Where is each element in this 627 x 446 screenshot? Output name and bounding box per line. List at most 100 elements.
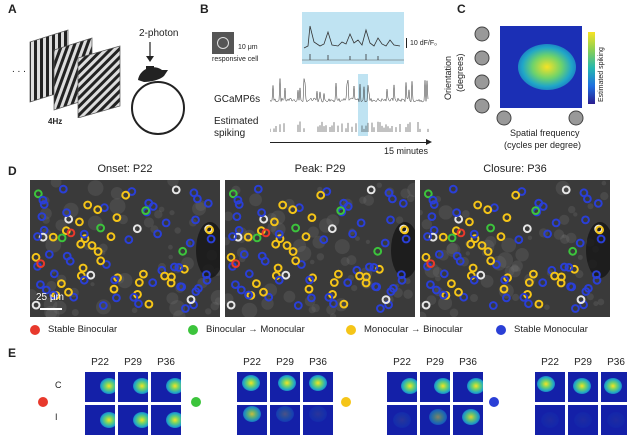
heatmap-hotspot (100, 377, 115, 394)
heatmap-hotspot (309, 406, 327, 422)
zoom-trace (302, 25, 404, 61)
heatmap-hotspot (243, 406, 261, 422)
spiking-label-1: Estimated (214, 116, 259, 127)
panel-e-letter: E (8, 346, 17, 360)
heatmap-hotspot (133, 377, 148, 394)
micrograph-peak (225, 180, 415, 317)
heatmap-cell (151, 372, 181, 402)
heatmap-cell (535, 372, 565, 402)
heatmap-hotspot (462, 409, 480, 425)
heatmap-cell (85, 372, 115, 402)
column-label-p36: P36 (157, 357, 175, 368)
green-dot-icon (188, 324, 198, 335)
spiking-label-2: spiking (214, 128, 246, 139)
time-arrow (426, 139, 432, 145)
column-label-p22: P22 (91, 357, 109, 368)
heatmap-cell (535, 405, 565, 435)
heatmap-hotspot (166, 412, 181, 428)
micrograph-onset (30, 180, 220, 317)
title-peak: Peak: P29 (294, 163, 346, 175)
column-label-p36: P36 (607, 357, 625, 368)
group-2-dot-icon (341, 397, 351, 407)
heatmap-cell (568, 372, 598, 402)
panel-a-letter: A (8, 2, 17, 16)
heatmap-cell (601, 405, 627, 435)
heatmap-cell (118, 372, 148, 402)
responsive-cell-label: responsive cell (212, 56, 259, 63)
legend-monocular-to-binocular: Monocular → Binocular (346, 324, 463, 335)
heatmap-hotspot (400, 377, 417, 394)
column-label-p22: P22 (393, 357, 411, 368)
heatmap-hotspot (277, 374, 296, 391)
gcamp-label: GCaMP6s (214, 94, 261, 105)
grating-stimulus-stack (29, 29, 121, 118)
heatmap-cell (151, 405, 181, 435)
heatmap-hotspot (574, 412, 592, 428)
spatial-frequency-label: Spatial frequency (510, 128, 580, 138)
tuning-heatmap (500, 26, 582, 108)
group-1-dot-icon (191, 397, 201, 407)
stimulus-frequency: 4Hz (48, 117, 63, 126)
heatmap-cell (118, 405, 148, 435)
panel-d-letter: D (8, 164, 17, 178)
legend-binocular-to-monocular: Binocular → Monocular (188, 324, 305, 335)
row-label-C: C (55, 380, 62, 390)
heatmap-hotspot (393, 412, 411, 428)
spatial-frequency-icons (496, 110, 584, 126)
heatmap-cell (453, 405, 483, 435)
orientation-unit-label: (degrees) (455, 53, 465, 92)
yellow-dot-icon (346, 324, 356, 335)
column-label-p36: P36 (459, 357, 477, 368)
heatmap-cell (270, 405, 300, 435)
heatmap-cell (303, 372, 333, 402)
micrograph-scale-label: 25 μm (36, 292, 64, 303)
column-label-p36: P36 (309, 357, 327, 368)
gcamp-and-spike-traces (270, 78, 429, 132)
heatmap-cell (568, 405, 598, 435)
title-onset: Onset: P22 (97, 163, 153, 175)
heatmap-cell (601, 372, 627, 402)
heatmap-cell (270, 372, 300, 402)
group-3-dot-icon (489, 397, 499, 407)
column-label-p29: P29 (426, 357, 444, 368)
row-label-I: I (55, 412, 58, 422)
heatmap-cell (420, 405, 450, 435)
colorbar-label: Estimated spiking (598, 47, 605, 102)
heatmap-hotspot (241, 374, 260, 391)
heatmap-cell (85, 405, 115, 435)
micrograph-scale-bar (40, 308, 62, 310)
panel-c-letter: C (457, 2, 466, 16)
zoom-inset (302, 12, 404, 64)
heatmap-hotspot (433, 377, 450, 394)
heatmap-hotspot (604, 377, 622, 394)
panel-b-letter: B (200, 2, 209, 16)
column-label-p29: P29 (574, 357, 592, 368)
title-closure: Closure: P36 (483, 163, 547, 175)
responsive-cell-image (212, 32, 234, 54)
heatmap-hotspot (541, 412, 559, 428)
column-label-p29: P29 (124, 357, 142, 368)
time-axis (270, 142, 430, 143)
heatmap-hotspot (607, 412, 625, 428)
orientation-label: Orientation (443, 55, 453, 100)
time-label: 15 minutes (384, 146, 429, 156)
cell-scale-label: 10 μm (238, 44, 258, 51)
heatmap-hotspot (100, 412, 115, 428)
heatmap-hotspot (276, 406, 294, 422)
heatmap-cell (237, 405, 267, 435)
heatmap-cell (387, 405, 417, 435)
heatmap-cell (237, 372, 267, 402)
blue-dot-icon (496, 324, 506, 335)
heatmap-hotspot (572, 377, 591, 394)
heatmap-hotspot (466, 377, 483, 394)
column-label-p22: P22 (541, 357, 559, 368)
zoom-window-highlight (358, 74, 368, 136)
two-photon-label: 2-photon (139, 28, 179, 39)
df-scale-label: 10 dF/F₀ (410, 40, 438, 47)
df-scale-bar (406, 38, 407, 48)
heatmap-cell (420, 372, 450, 402)
orientation-grating-icons (474, 26, 490, 114)
red-dot-icon (30, 324, 40, 335)
heatmap-hotspot (429, 409, 447, 425)
heatmap-hotspot (166, 377, 181, 394)
